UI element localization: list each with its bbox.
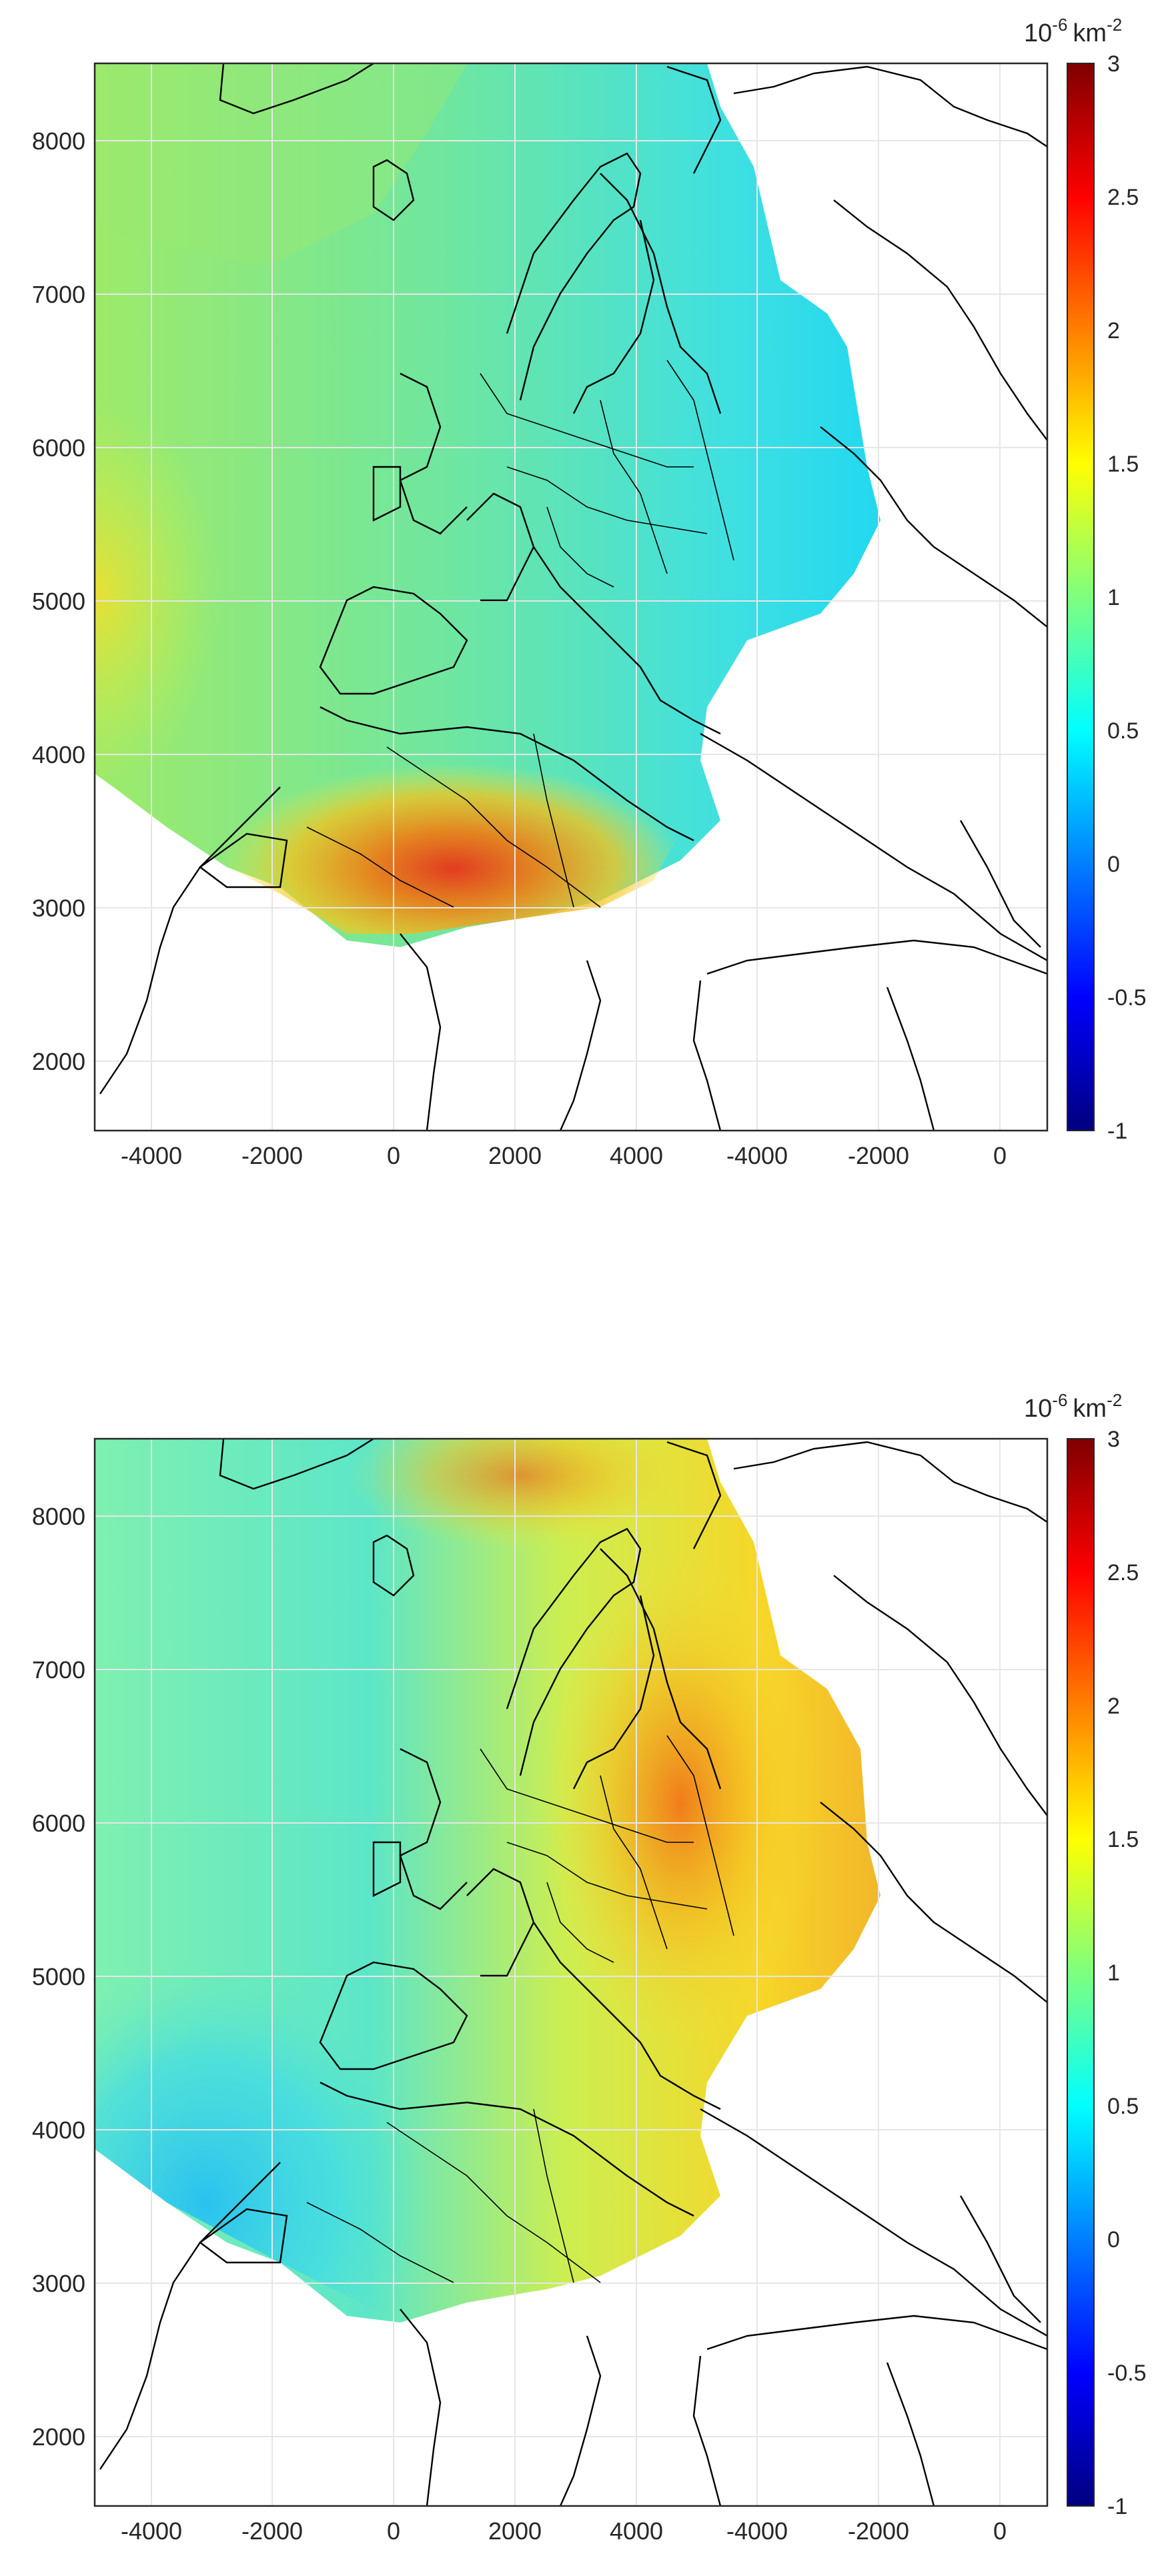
y-tick-label: 2000	[32, 1048, 85, 1075]
x-tick-label: -2000	[848, 2517, 909, 2545]
map-panel-bottom: 8000 7000 6000 5000 4000 3000 2000 -4000…	[0, 1375, 1174, 2576]
x-axis-bottom: -4000 -2000 0 2000 4000 -4000 -2000 0	[121, 2517, 1007, 2545]
map-figure-bottom: 8000 7000 6000 5000 4000 3000 2000 -4000…	[32, 1390, 1147, 2545]
map-panel-top: 8000 7000 6000 5000 4000 3000 2000 -4000…	[0, 0, 1174, 1201]
colorbar-top: 10-6 km-2 3 2.5 2 1.5 1 0.5 0 -0.5 -1	[1024, 15, 1147, 1144]
unit-exp: -6	[1052, 15, 1067, 35]
y-tick-label: 6000	[32, 434, 85, 462]
x-tick-label: -4000	[121, 1142, 182, 1169]
x-tick-label: -4000	[726, 1142, 788, 1169]
colorbar-unit: 10-6 km-2	[1024, 15, 1122, 47]
colorbar-tick: 0	[1107, 852, 1120, 877]
colorbar-tick: -0.5	[1107, 985, 1147, 1011]
x-tick-label: -2000	[848, 1142, 909, 1169]
x-tick-label: -2000	[241, 1142, 303, 1169]
y-tick-label: 7000	[32, 1656, 85, 1684]
y-axis-bottom: 8000 7000 6000 5000 4000 3000 2000	[32, 1503, 85, 2451]
colorbar-tick: -0.5	[1107, 2361, 1147, 2386]
borders-top	[306, 360, 734, 908]
coastlines-bottom	[99, 1439, 1047, 2506]
colorbar-tick: 1.5	[1107, 1827, 1139, 1852]
unit-exp: -6	[1052, 1390, 1067, 1410]
colorbar-tick: -1	[1107, 2494, 1127, 2519]
colorbar-tick: 2	[1107, 1694, 1120, 1719]
y-tick-label: 4000	[32, 2116, 85, 2144]
colorbar-tick: 0.5	[1107, 2094, 1139, 2119]
colorbar-tick: 2.5	[1107, 1560, 1139, 1585]
x-axis-top: -4000 -2000 0 2000 4000 -4000 -2000 0	[121, 1142, 1007, 1169]
x-tick-label: 4000	[610, 2517, 663, 2545]
grid-top	[95, 63, 1047, 1131]
colorbar-tick: 2	[1107, 318, 1120, 344]
unit-suffix-exp: -2	[1107, 15, 1122, 35]
colorbar-tick: -1	[1107, 1119, 1127, 1144]
x-tick-label: -4000	[726, 2517, 788, 2545]
x-tick-label: 4000	[610, 1142, 663, 1169]
unit-base: 10	[1024, 19, 1052, 47]
y-tick-label: 5000	[32, 588, 85, 615]
colorbar-tick: 1	[1107, 585, 1120, 610]
colorbar-tick: 3	[1107, 1427, 1120, 1452]
y-tick-label: 8000	[32, 1503, 85, 1530]
data-field-top	[95, 63, 880, 947]
colorbar-tick: 3	[1107, 51, 1120, 77]
data-field-bottom	[95, 1439, 880, 2323]
colorbar-tick: 0.5	[1107, 718, 1139, 744]
coastlines-top	[99, 63, 1047, 1131]
y-tick-label: 3000	[32, 2270, 85, 2297]
colorbar-tick: 1.5	[1107, 452, 1139, 477]
unit-suffix-exp: -2	[1107, 1390, 1122, 1410]
map-figure-top: 8000 7000 6000 5000 4000 3000 2000 -4000…	[32, 15, 1147, 1169]
colorbar-tick: 2.5	[1107, 185, 1139, 210]
y-tick-label: 2000	[32, 2423, 85, 2451]
x-tick-label: -2000	[241, 2517, 303, 2545]
y-axis-top: 8000 7000 6000 5000 4000 3000 2000	[32, 127, 85, 1075]
borders-bottom	[306, 1735, 734, 2283]
colorbar-tick: 1	[1107, 1960, 1120, 1986]
colorbar-tick: 0	[1107, 2227, 1120, 2252]
x-tick-label: 0	[387, 2517, 400, 2545]
grid-bottom	[95, 1439, 1047, 2506]
x-tick-label: -4000	[121, 2517, 182, 2545]
colorbar-bottom: 10-6 km-2 3 2.5 2 1.5 1 0.5 0 -0.5 -1	[1024, 1390, 1147, 2519]
x-tick-label: 2000	[488, 1142, 542, 1169]
colorbar-unit: 10-6 km-2	[1024, 1390, 1122, 1423]
y-tick-label: 4000	[32, 741, 85, 768]
y-tick-label: 5000	[32, 1963, 85, 1990]
y-tick-label: 3000	[32, 894, 85, 922]
unit-base: 10	[1024, 1395, 1052, 1423]
unit-suffix: km	[1073, 1395, 1107, 1423]
x-tick-label: 0	[993, 1142, 1007, 1169]
y-tick-label: 7000	[32, 281, 85, 308]
x-tick-label: 0	[993, 2517, 1007, 2545]
unit-suffix: km	[1073, 19, 1107, 47]
y-tick-label: 8000	[32, 127, 85, 155]
x-tick-label: 0	[387, 1142, 400, 1169]
y-tick-label: 6000	[32, 1810, 85, 1837]
x-tick-label: 2000	[488, 2517, 542, 2545]
